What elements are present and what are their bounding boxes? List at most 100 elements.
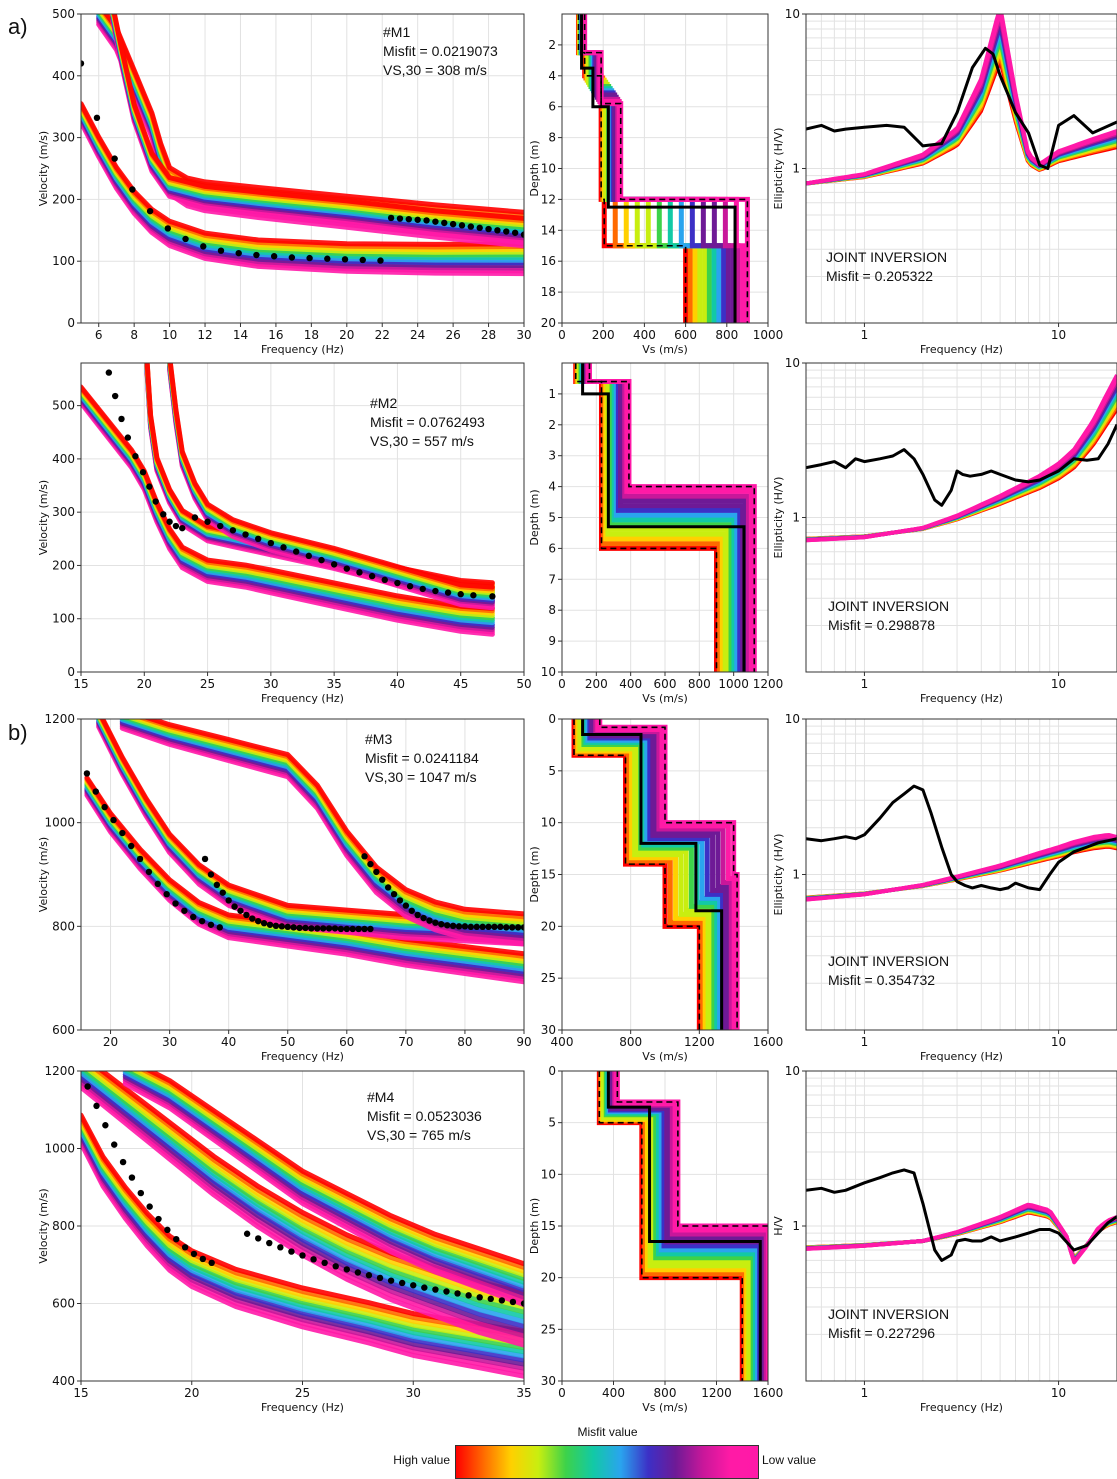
y-axis-label: H/V [772, 1216, 785, 1236]
observed-point [213, 881, 221, 889]
observed-point [487, 1295, 494, 1303]
observed-point [249, 915, 256, 922]
y-axis-label: Velocity (m/s) [37, 131, 50, 206]
observed-dispersion [191, 514, 496, 600]
y-tick-label: 1 [548, 387, 556, 401]
row-label-a: a) [8, 14, 28, 39]
observed-point [308, 925, 315, 932]
x-axis-label: Frequency (Hz) [920, 343, 1003, 356]
x-tick-label: 20 [103, 1035, 118, 1049]
x-tick-label: 10 [1051, 1386, 1066, 1400]
observed-point [432, 587, 439, 595]
joint-inversion-annotation: JOINT INVERSION Misfit = 0.227296 [828, 1306, 949, 1341]
x-tick-label: 26 [445, 328, 460, 342]
observed-point [423, 217, 430, 224]
y-tick-label: 600 [52, 1023, 75, 1037]
colorbar-title: Misfit value [577, 1425, 638, 1439]
x-tick-label: 800 [715, 328, 738, 342]
joint-inversion-annotation: JOINT INVERSION Misfit = 0.205322 [826, 249, 947, 284]
observed-point [503, 228, 510, 235]
x-tick-label: 600 [654, 677, 677, 691]
y-tick-label: 1 [792, 1219, 800, 1233]
x-tick-label: 1 [861, 1386, 869, 1400]
observed-point [405, 215, 413, 223]
observed-point [118, 415, 125, 423]
observed-point [509, 1298, 517, 1306]
annotation-line: Misfit = 0.354732 [828, 972, 935, 988]
observed-point [243, 911, 250, 919]
observed-point [402, 902, 410, 909]
observed-point [181, 1244, 189, 1251]
x-tick-label: 25 [200, 677, 215, 691]
model-curve [81, 1078, 524, 1339]
y-tick-label: 10 [541, 1167, 556, 1181]
annotation-line: Misfit = 0.227296 [828, 1325, 935, 1341]
x-tick-label: 16 [268, 328, 283, 342]
y-tick-label: 200 [52, 192, 75, 206]
observed-point [290, 924, 297, 931]
annotation-line: JOINT INVERSION [828, 1306, 949, 1322]
y-tick-label: 0 [67, 316, 75, 330]
y-axis: 0 5 10 15 20 25 30 Depth (m) [528, 712, 562, 1037]
observed-point [314, 925, 321, 932]
y-tick-label: 1200 [44, 712, 75, 726]
y-tick-label: 1200 [44, 1064, 75, 1078]
annotation-line: Misfit = 0.298878 [828, 617, 935, 633]
observed-point [129, 186, 136, 193]
model-curve [84, 775, 524, 957]
y-tick-label: 10 [541, 665, 556, 679]
panel-M3-ellipticity: 1 10 Frequency (Hz) 1 10 Ellipticity (H/V) JOI… [772, 712, 1117, 1063]
x-tick-label: 10 [162, 328, 177, 342]
x-tick-label: 35 [327, 677, 342, 691]
y-axis: 600 800 1000 1200 Velocity (m/s) [37, 712, 81, 1037]
observed-point [449, 220, 457, 228]
y-axis: 2 4 6 8 10 12 14 16 18 20 Depth (m) [528, 38, 562, 330]
observed-point [458, 222, 466, 229]
observed-point [332, 1263, 339, 1270]
observed-point [368, 572, 376, 580]
observed-dispersion [243, 1230, 524, 1307]
observed-point [359, 256, 366, 264]
panel-M3-profile: 400 800 1200 1600 Vs (m/s) 0 5 10 15 20 25 30 Depth … [528, 712, 783, 1063]
profile-bound-min [598, 1071, 744, 1381]
x-tick-label: 1 [861, 1035, 869, 1049]
observed-dispersion [84, 1083, 215, 1267]
observed-point [272, 922, 280, 930]
observed-point [376, 1274, 384, 1282]
observed-point [216, 924, 224, 931]
observed-dispersion [361, 853, 524, 931]
y-tick-label: 7 [548, 572, 556, 586]
y-axis: 0 100 200 300 400 500 Velocity (m/s) [37, 7, 81, 330]
y-tick-label: 15 [541, 868, 556, 882]
observed-point [324, 255, 331, 262]
plot-frame [80, 362, 525, 673]
plot-content [81, 363, 496, 637]
y-tick-label: 10 [785, 356, 800, 370]
plot-content [81, 14, 524, 277]
observed-point [419, 585, 426, 593]
y-tick-label: 10 [785, 1064, 800, 1078]
x-tick-label: 90 [516, 1035, 531, 1049]
y-tick-label: 16 [541, 254, 556, 268]
profile-bound-max [588, 363, 756, 672]
panel-M4-dispersion: 15 20 25 30 35 Frequency (Hz) 400 600 800 1000 120… [37, 1064, 532, 1414]
observed-point [387, 214, 395, 222]
y-tick-label: 18 [541, 285, 556, 299]
observed-point [367, 925, 374, 933]
observed-point [494, 227, 501, 234]
observed-point [426, 917, 433, 924]
y-tick-label: 8 [548, 603, 556, 617]
observed-point [394, 579, 401, 587]
profile-bound-max [598, 719, 738, 1030]
x-tick-label: 70 [398, 1035, 413, 1049]
observed-point [318, 556, 325, 564]
y-axis: 0 100 200 300 400 500 Velocity (m/s) [37, 399, 81, 679]
annotation-line: #M1 [383, 24, 410, 40]
observed-point [349, 925, 356, 933]
profile-bound-max [616, 1071, 768, 1227]
observed-point [146, 1203, 153, 1210]
observed-point [260, 920, 268, 927]
y-tick-label: 500 [52, 7, 75, 21]
x-tick-label: 10 [1051, 677, 1066, 691]
model-curve [90, 1071, 524, 1305]
